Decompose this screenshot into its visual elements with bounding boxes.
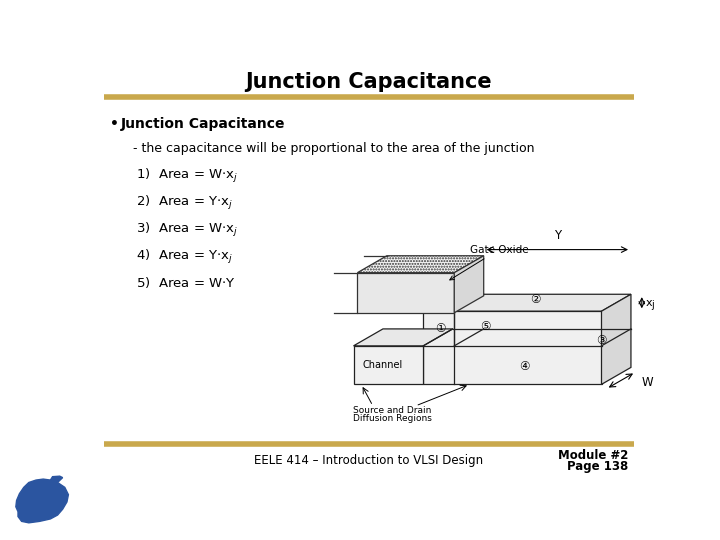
Polygon shape [423, 311, 601, 384]
Text: 5)  Area = W$\cdot$Y: 5) Area = W$\cdot$Y [137, 275, 236, 290]
Text: •: • [110, 117, 119, 131]
Text: Y: Y [554, 229, 561, 242]
Text: Module #2: Module #2 [558, 449, 629, 462]
Polygon shape [357, 256, 484, 273]
Text: ④: ④ [518, 360, 529, 373]
Text: ⑤: ⑤ [480, 320, 490, 333]
Text: Diffusion Regions: Diffusion Regions [353, 414, 432, 423]
Text: 2)  Area = Y$\cdot$x$_j$: 2) Area = Y$\cdot$x$_j$ [137, 194, 234, 212]
Polygon shape [50, 476, 63, 483]
Text: ②: ② [531, 293, 541, 306]
Text: x: x [646, 298, 652, 308]
Text: j: j [651, 300, 654, 310]
Text: 1)  Area = W$\cdot$x$_j$: 1) Area = W$\cdot$x$_j$ [137, 167, 238, 185]
Text: Source and Drain: Source and Drain [353, 406, 431, 415]
Polygon shape [354, 346, 423, 384]
Text: 4)  Area = Y$\cdot$x$_j$: 4) Area = Y$\cdot$x$_j$ [137, 248, 234, 266]
Text: Channel: Channel [363, 360, 403, 370]
Polygon shape [354, 329, 453, 346]
Text: ③: ③ [596, 334, 607, 347]
Text: Junction Capacitance: Junction Capacitance [246, 72, 492, 92]
Text: ①: ① [435, 322, 446, 335]
Text: Page 138: Page 138 [567, 460, 629, 473]
Polygon shape [601, 294, 631, 384]
Text: Gate Oxide: Gate Oxide [450, 245, 528, 280]
Text: 3)  Area = W$\cdot$x$_j$: 3) Area = W$\cdot$x$_j$ [137, 221, 238, 239]
Polygon shape [454, 256, 484, 313]
Polygon shape [16, 479, 68, 523]
Polygon shape [423, 294, 631, 311]
Polygon shape [357, 273, 454, 313]
Text: EELE 414 – Introduction to VLSI Design: EELE 414 – Introduction to VLSI Design [254, 454, 484, 467]
Text: - the capacitance will be proportional to the area of the junction: - the capacitance will be proportional t… [132, 142, 534, 155]
Text: W: W [642, 375, 654, 389]
Text: Junction Capacitance: Junction Capacitance [121, 117, 286, 131]
